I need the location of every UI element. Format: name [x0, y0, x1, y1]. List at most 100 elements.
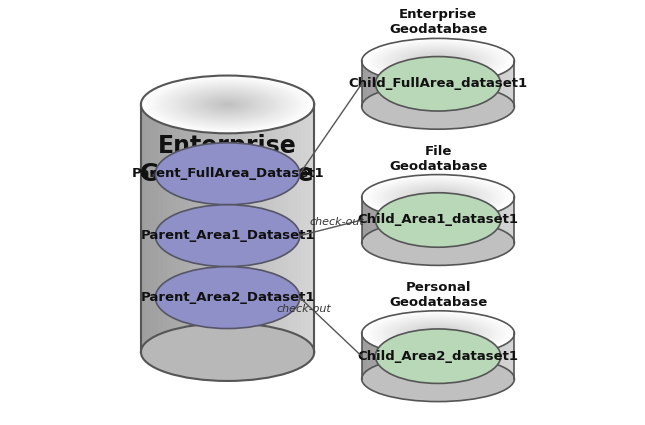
Ellipse shape — [399, 185, 478, 209]
FancyBboxPatch shape — [443, 334, 448, 379]
Ellipse shape — [413, 54, 462, 68]
FancyBboxPatch shape — [428, 197, 433, 243]
Ellipse shape — [187, 91, 268, 118]
FancyBboxPatch shape — [372, 334, 377, 379]
FancyBboxPatch shape — [206, 105, 210, 352]
FancyBboxPatch shape — [141, 105, 314, 352]
FancyBboxPatch shape — [459, 61, 464, 107]
Ellipse shape — [380, 44, 496, 78]
FancyBboxPatch shape — [163, 105, 167, 352]
FancyBboxPatch shape — [479, 334, 484, 379]
FancyBboxPatch shape — [223, 105, 228, 352]
FancyBboxPatch shape — [464, 197, 469, 243]
Ellipse shape — [224, 103, 230, 105]
FancyBboxPatch shape — [494, 197, 499, 243]
Ellipse shape — [383, 45, 493, 77]
FancyBboxPatch shape — [279, 105, 284, 352]
FancyBboxPatch shape — [236, 105, 241, 352]
Ellipse shape — [417, 327, 459, 340]
Ellipse shape — [408, 324, 469, 343]
Ellipse shape — [386, 45, 490, 76]
Ellipse shape — [395, 321, 481, 346]
FancyBboxPatch shape — [284, 105, 288, 352]
Ellipse shape — [374, 42, 502, 80]
Ellipse shape — [222, 102, 233, 106]
FancyBboxPatch shape — [253, 105, 258, 352]
FancyBboxPatch shape — [171, 105, 175, 352]
FancyBboxPatch shape — [453, 61, 459, 107]
Ellipse shape — [435, 60, 441, 62]
FancyBboxPatch shape — [188, 105, 193, 352]
Ellipse shape — [362, 84, 515, 129]
Ellipse shape — [404, 51, 471, 71]
FancyBboxPatch shape — [489, 334, 494, 379]
Ellipse shape — [170, 85, 285, 124]
Ellipse shape — [426, 194, 450, 201]
Ellipse shape — [377, 179, 499, 215]
Ellipse shape — [413, 190, 462, 204]
FancyBboxPatch shape — [413, 334, 418, 379]
Ellipse shape — [219, 102, 236, 108]
Ellipse shape — [383, 317, 493, 350]
FancyBboxPatch shape — [382, 61, 387, 107]
FancyBboxPatch shape — [263, 105, 266, 352]
Ellipse shape — [155, 266, 300, 329]
FancyBboxPatch shape — [433, 61, 438, 107]
FancyBboxPatch shape — [158, 105, 163, 352]
FancyBboxPatch shape — [479, 61, 484, 107]
FancyBboxPatch shape — [459, 334, 464, 379]
Ellipse shape — [389, 183, 487, 212]
Ellipse shape — [202, 96, 253, 113]
Ellipse shape — [368, 176, 508, 218]
FancyBboxPatch shape — [428, 334, 433, 379]
Ellipse shape — [199, 95, 257, 114]
Ellipse shape — [155, 80, 300, 128]
FancyBboxPatch shape — [484, 334, 489, 379]
FancyBboxPatch shape — [154, 105, 158, 352]
Ellipse shape — [411, 189, 466, 205]
Ellipse shape — [362, 311, 515, 356]
Ellipse shape — [374, 314, 502, 353]
FancyBboxPatch shape — [469, 197, 473, 243]
FancyBboxPatch shape — [150, 105, 154, 352]
FancyBboxPatch shape — [510, 197, 515, 243]
FancyBboxPatch shape — [310, 105, 314, 352]
Ellipse shape — [362, 38, 515, 84]
Ellipse shape — [179, 88, 277, 121]
Ellipse shape — [158, 81, 297, 128]
Text: check-out: check-out — [277, 304, 332, 314]
FancyBboxPatch shape — [402, 61, 408, 107]
Ellipse shape — [395, 48, 481, 74]
FancyBboxPatch shape — [184, 105, 188, 352]
Ellipse shape — [146, 77, 308, 131]
FancyBboxPatch shape — [387, 197, 392, 243]
FancyBboxPatch shape — [167, 105, 171, 352]
Ellipse shape — [368, 40, 508, 82]
FancyBboxPatch shape — [469, 334, 473, 379]
FancyBboxPatch shape — [473, 61, 479, 107]
Ellipse shape — [184, 90, 271, 119]
FancyBboxPatch shape — [306, 105, 310, 352]
Ellipse shape — [413, 326, 462, 341]
Text: Parent_FullArea_Dataset1: Parent_FullArea_Dataset1 — [132, 167, 324, 180]
FancyBboxPatch shape — [422, 61, 428, 107]
Ellipse shape — [175, 87, 279, 122]
Ellipse shape — [432, 196, 444, 199]
FancyBboxPatch shape — [288, 105, 293, 352]
Ellipse shape — [380, 316, 496, 351]
Ellipse shape — [395, 184, 481, 210]
Ellipse shape — [362, 175, 515, 220]
FancyBboxPatch shape — [387, 61, 392, 107]
Ellipse shape — [204, 97, 251, 112]
Ellipse shape — [422, 193, 453, 202]
Ellipse shape — [365, 312, 511, 355]
FancyBboxPatch shape — [392, 197, 397, 243]
Ellipse shape — [399, 49, 478, 73]
FancyBboxPatch shape — [367, 61, 372, 107]
FancyBboxPatch shape — [392, 61, 397, 107]
FancyBboxPatch shape — [459, 197, 464, 243]
FancyBboxPatch shape — [422, 334, 428, 379]
FancyBboxPatch shape — [408, 61, 413, 107]
FancyBboxPatch shape — [448, 197, 453, 243]
Ellipse shape — [371, 314, 505, 354]
